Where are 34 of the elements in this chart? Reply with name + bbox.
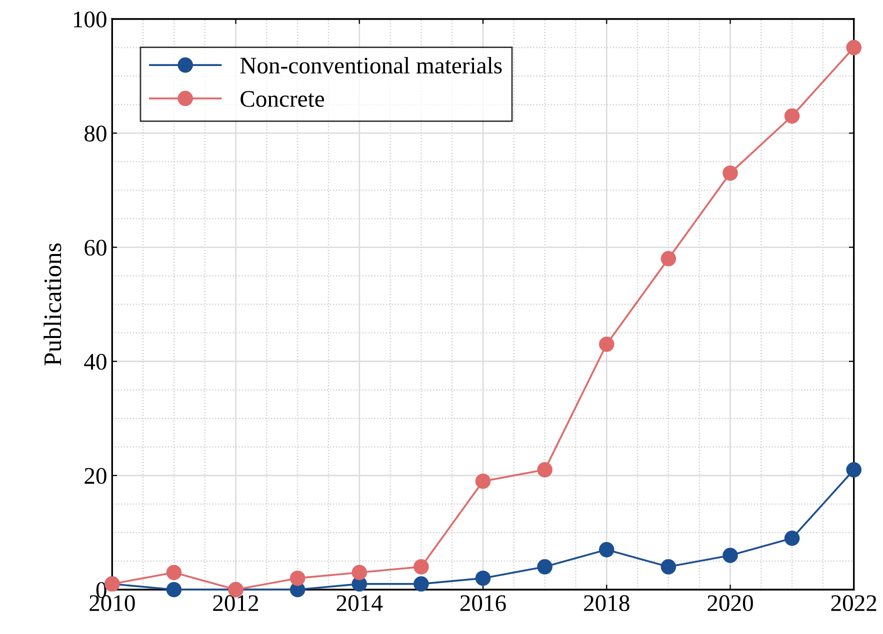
legend-label: Concrete — [240, 91, 324, 107]
point — [660, 251, 676, 266]
x-tick-label: 2012 — [213, 595, 258, 612]
point — [537, 462, 552, 478]
point — [352, 564, 368, 580]
x-tick-label: 2022 — [831, 595, 876, 612]
point — [784, 108, 800, 124]
x-tick-label: 2016 — [460, 595, 506, 612]
point — [166, 564, 182, 580]
point — [846, 40, 862, 56]
point — [598, 542, 614, 558]
point — [722, 165, 738, 181]
point — [722, 548, 738, 564]
point — [537, 559, 552, 574]
point — [660, 559, 676, 574]
y-axis-title: Publications — [44, 243, 62, 366]
point — [784, 530, 800, 546]
point — [290, 570, 306, 586]
y-tick-label: 40 — [84, 354, 106, 370]
y-tick-label: 100 — [74, 12, 106, 28]
point — [475, 570, 491, 586]
x-tick-label: 2018 — [584, 595, 630, 612]
point — [414, 559, 429, 574]
legend-label: Non-conventional materials — [240, 56, 502, 74]
y-tick-label: 60 — [84, 240, 106, 256]
y-tick-label: 20 — [84, 468, 106, 484]
point — [414, 576, 429, 592]
x-tick-label: 2020 — [708, 595, 753, 612]
point — [598, 336, 614, 352]
x-tick-label: 2014 — [336, 595, 383, 612]
point — [166, 582, 182, 598]
point — [475, 474, 491, 489]
point — [846, 462, 862, 478]
y-tick-label: 80 — [84, 126, 106, 142]
